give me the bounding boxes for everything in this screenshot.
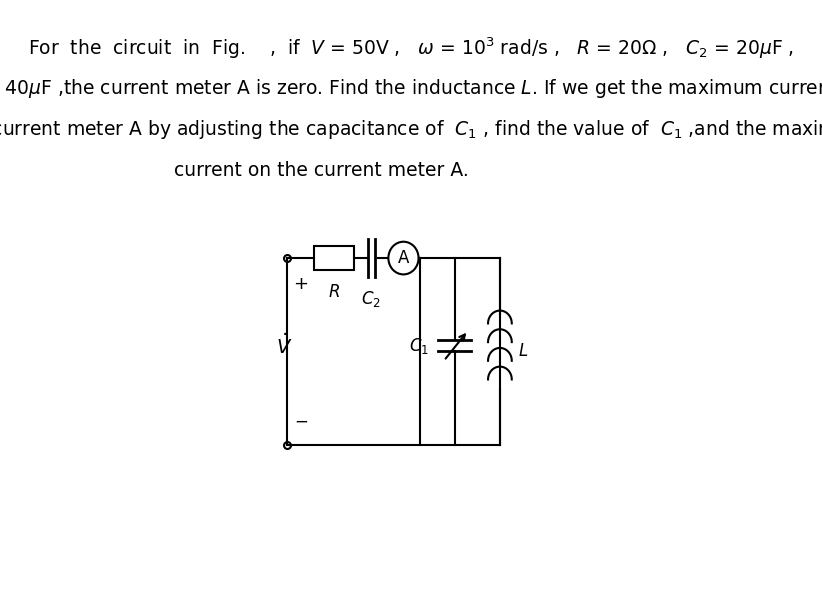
Text: For  the  circuit  in  Fig.    ,  if  $V$ = 50V ,   $\omega$ = 10$^3$ rad/s ,   : For the circuit in Fig. , if $V$ = 50V ,… (28, 35, 794, 61)
Text: $C_2$: $C_2$ (362, 289, 381, 308)
Text: $\dot{V}$: $\dot{V}$ (276, 333, 293, 358)
Text: $L$: $L$ (518, 342, 529, 361)
Text: $R$: $R$ (328, 282, 340, 301)
Text: $C_1$ = 40$\mu$F ,the current meter A is zero. Find the inductance $L$. If we ge: $C_1$ = 40$\mu$F ,the current meter A is… (0, 78, 822, 100)
Text: $-$: $-$ (293, 411, 307, 429)
Text: +: + (293, 275, 308, 293)
Bar (314, 246, 354, 270)
Text: $C_1$: $C_1$ (409, 336, 429, 356)
Text: A: A (398, 249, 409, 267)
Text: the current meter A by adjusting the capacitance of  $C_1$ , find the value of  : the current meter A by adjusting the cap… (0, 118, 822, 141)
Text: current on the current meter A.: current on the current meter A. (174, 161, 469, 180)
